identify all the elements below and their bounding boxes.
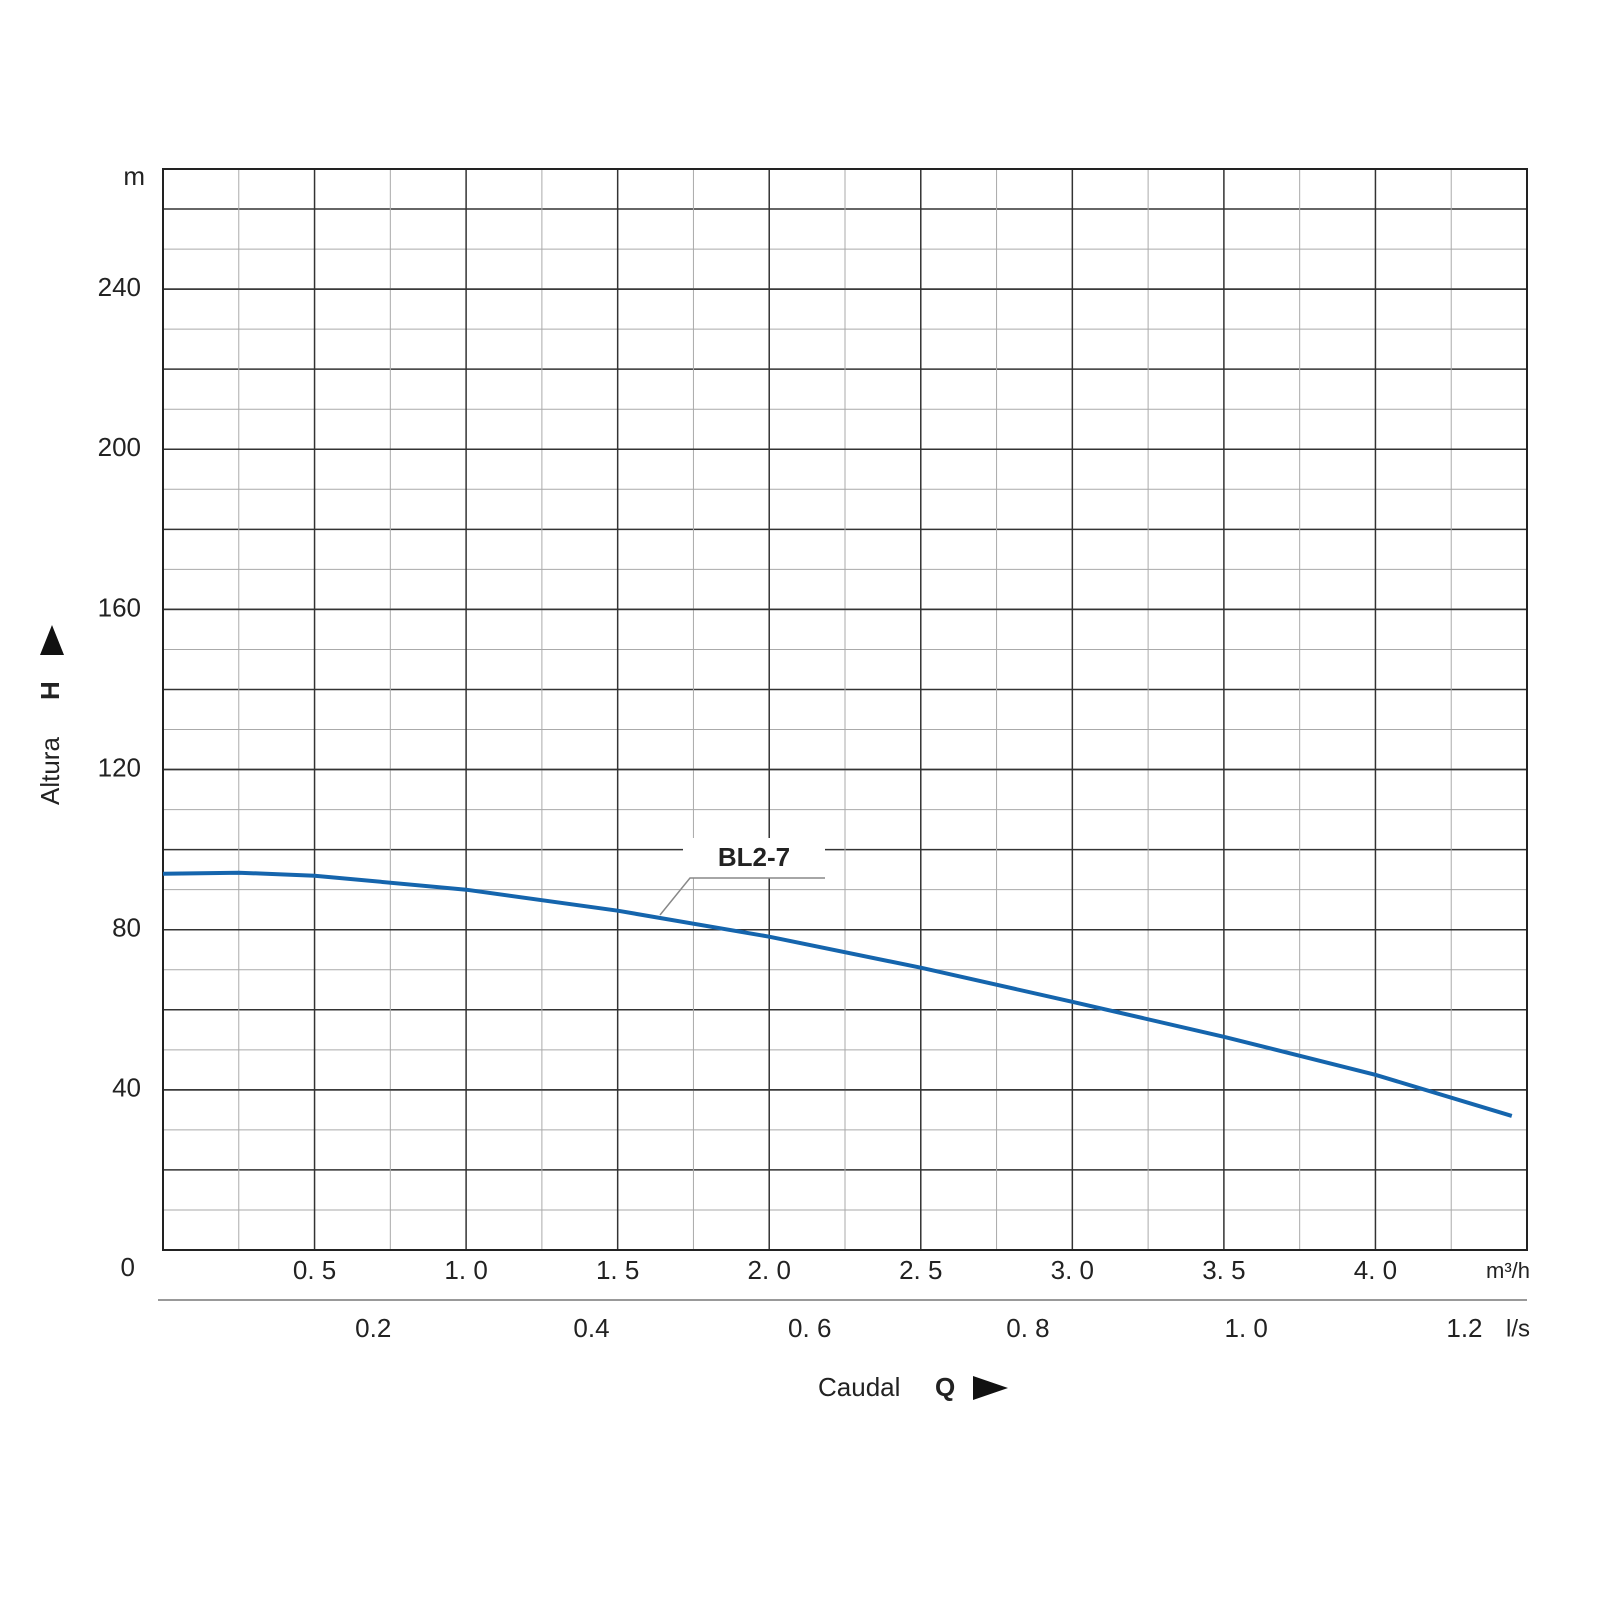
series-line (162, 870, 1513, 1118)
y-label: Altura (35, 737, 65, 805)
x-tick-label: 1. 0 (444, 1255, 487, 1285)
y-tick-label: 40 (112, 1073, 141, 1103)
x-unit: m³/h (1486, 1258, 1530, 1283)
x2-tick-label: 1.2 (1446, 1313, 1482, 1343)
y-tick-label: 240 (98, 272, 141, 302)
leader-line (659, 877, 825, 916)
x-tick-label: 0. 5 (293, 1255, 336, 1285)
x2-tick-label: 0. 8 (1006, 1313, 1049, 1343)
x2-tick-label: 1. 0 (1225, 1313, 1268, 1343)
plot-frame (162, 168, 1528, 1251)
y-tick-label: 200 (98, 432, 141, 462)
grid (163, 169, 1527, 1250)
x2-unit: l/s (1506, 1315, 1530, 1342)
x2-tick-label: 0.4 (573, 1313, 609, 1343)
x2-tick-label: 0.2 (355, 1313, 391, 1343)
y-tick-label: 0 (121, 1252, 135, 1282)
x-tick-label: 4. 0 (1354, 1255, 1397, 1285)
x-tick-label: 1. 5 (596, 1255, 639, 1285)
y-unit: m (123, 161, 145, 191)
x-tick-label: 2. 5 (899, 1255, 942, 1285)
x-label: Caudal (818, 1372, 900, 1402)
x-label-symbol: Q (935, 1372, 955, 1402)
y-axis-title: Altura H (35, 625, 65, 805)
series-label: BL2-7 (718, 842, 790, 872)
x-tick-label: 3. 5 (1202, 1255, 1245, 1285)
series-label-box (683, 838, 825, 878)
x2-tick-label: 0. 6 (788, 1313, 831, 1343)
y-tick-label: 120 (98, 752, 141, 782)
y-tick-label: 160 (98, 592, 141, 622)
x-tick-label: 3. 0 (1051, 1255, 1094, 1285)
y-tick-label: 80 (112, 913, 141, 943)
y-arrow (40, 625, 64, 655)
x-tick-label: 2. 0 (748, 1255, 791, 1285)
y-label-symbol: H (35, 681, 65, 700)
x-arrow (973, 1376, 1008, 1400)
